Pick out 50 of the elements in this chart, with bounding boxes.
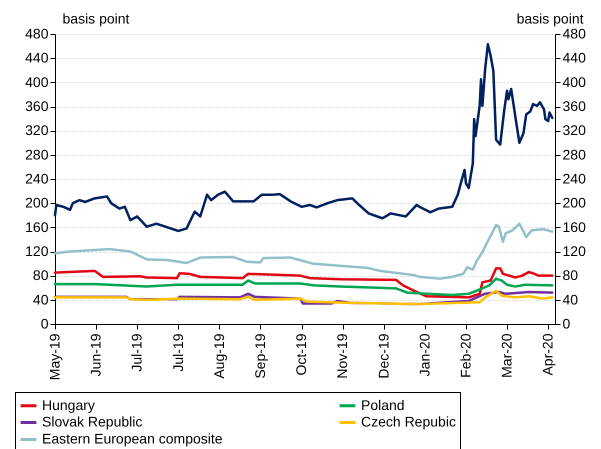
legend-label: Poland [361,396,405,413]
legend-label: Hungary [42,396,95,413]
legend-label: Czech Repubic [361,414,456,430]
y2-axis-title: basis point [516,10,584,26]
y2-tick-label: 320 [562,122,586,138]
x-tick-label: Jan-20 [416,333,432,376]
y-tick-label: 280 [25,146,49,162]
y-tick-label: 360 [25,98,49,114]
y2-tick-label: 400 [562,74,586,90]
x-tick-label: Jul-19 [128,333,145,372]
y-tick-label: 80 [32,267,49,284]
line-series [54,267,554,299]
x-tick-label: Nov-19 [334,333,350,379]
x-tick-label: Dec-19 [375,333,392,379]
x-tick-label: Jul-19 [170,333,186,372]
x-tick-label: Jun-19 [88,333,104,376]
y2-tick-label: 240 [562,170,586,186]
x-tick-label: Apr-20 [540,333,556,376]
x-tick-label: Oct-19 [293,333,310,376]
y2-tick-label: 480 [562,26,586,42]
legend-label: Eastern European composite [42,430,223,446]
y2-tick-label: 200 [562,194,586,211]
line-series [54,43,554,232]
x-tick-label: Feb-20 [457,333,474,378]
y2-tick-label: 120 [562,243,586,259]
x-tick-label: Sep-19 [252,333,268,379]
y-tick-label: 40 [32,291,49,308]
y-tick-label: 240 [25,170,49,186]
y2-tick-label: 280 [562,146,586,162]
y-tick-label: 0 [40,316,49,332]
y2-tick-label: 440 [562,50,586,66]
line-series [54,222,554,280]
y-tick-label: 200 [25,194,49,211]
legend-label: Slovak Republic [42,414,142,430]
x-tick-label: Mar-20 [498,333,515,378]
y2-tick-label: 360 [562,98,586,114]
y2-tick-label: 0 [562,316,570,332]
y-tick-label: 320 [25,122,49,138]
y-tick-label: 440 [25,50,49,66]
x-tick-label: May-19 [46,333,62,380]
y2-tick-label: 40 [562,291,578,308]
y2-tick-label: 160 [562,218,586,235]
y-tick-label: 400 [25,74,49,90]
y2-tick-label: 80 [562,267,578,284]
y-axis-title: basis point [62,10,130,26]
x-tick-label: Aug-19 [210,333,227,379]
y-tick-label: 480 [25,26,49,42]
line-series [54,277,554,296]
y-tick-label: 120 [25,243,49,259]
y-tick-label: 160 [25,218,49,235]
